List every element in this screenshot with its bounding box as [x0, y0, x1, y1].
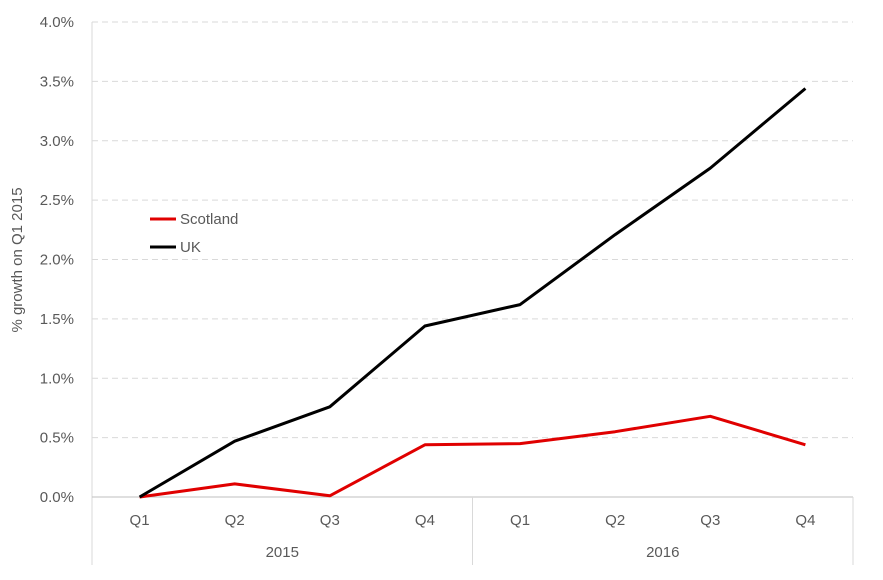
- y-tick-label: 2.0%: [40, 252, 74, 269]
- x-tick-label: Q1: [130, 512, 150, 529]
- y-axis-title: % growth on Q1 2015: [9, 187, 26, 332]
- x-group-label: 2015: [266, 544, 299, 561]
- series-lines: [138, 87, 807, 499]
- y-tick-label: 3.5%: [40, 73, 74, 90]
- x-tick-label: Q2: [225, 512, 245, 529]
- series-line-uk: [138, 87, 807, 499]
- x-tick-label: Q4: [795, 512, 815, 529]
- legend-label-uk: UK: [180, 239, 201, 256]
- x-tick-label: Q2: [605, 512, 625, 529]
- y-tick-label: 2.5%: [40, 192, 74, 209]
- y-tick-label: 0.5%: [40, 430, 74, 447]
- y-tick-label: 4.0%: [40, 14, 74, 31]
- series-line-scotland: [139, 414, 806, 499]
- x-tick-label: Q1: [510, 512, 530, 529]
- x-group-label: 2016: [646, 544, 679, 561]
- x-tick-label: Q3: [320, 512, 340, 529]
- y-tick-label: 1.0%: [40, 370, 74, 387]
- legend-label-scotland: Scotland: [180, 211, 238, 228]
- y-tick-label: 1.5%: [40, 311, 74, 328]
- x-tick-label: Q3: [700, 512, 720, 529]
- legend: Scotland UK: [150, 211, 238, 256]
- gridlines: [92, 21, 853, 439]
- axes: 0.0% 0.5% 1.0% 1.5% 2.0% 2.5% 3.0% 3.5% 4.0% Q1 Q2…: [40, 14, 854, 565]
- x-tick-label: Q4: [415, 512, 435, 529]
- y-tick-label: 0.0%: [40, 489, 74, 506]
- y-tick-label: 3.0%: [40, 133, 74, 150]
